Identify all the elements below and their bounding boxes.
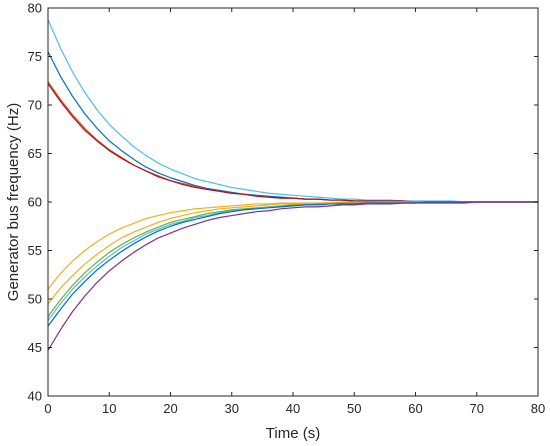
x-tick-label-20: 20 [163,401,177,416]
y-tick-label-45: 45 [28,340,42,355]
x-axis-title: Time (s) [266,425,320,442]
y-axis-title: Generator bus frequency (Hz) [5,103,22,301]
x-tick-label-60: 60 [408,401,422,416]
y-tick-label-60: 60 [28,195,42,210]
ticks-group [47,7,539,397]
series-line-10 [47,201,538,351]
x-tick-label-10: 10 [102,401,116,416]
y-tick-label-80: 80 [28,1,42,16]
x-tick-label-70: 70 [470,401,484,416]
y-tick-label-55: 55 [28,243,42,258]
series-line-9 [47,201,538,327]
tick-labels-group: 0 10 20 30 40 50 60 70 80 40 45 50 55 60 65 70 75 80 [28,1,546,417]
x-tick-label-80: 80 [531,401,545,416]
y-tick-label-70: 70 [28,98,42,113]
x-tick-label-40: 40 [286,401,300,416]
series-line-1 [47,19,538,203]
series-group [47,19,538,351]
x-tick-label-50: 50 [347,401,361,416]
y-tick-label-40: 40 [28,389,42,404]
x-tick-label-0: 0 [44,401,51,416]
y-tick-label-50: 50 [28,292,42,307]
y-tick-label-75: 75 [28,49,42,64]
x-tick-label-30: 30 [225,401,239,416]
y-tick-label-65: 65 [28,146,42,161]
